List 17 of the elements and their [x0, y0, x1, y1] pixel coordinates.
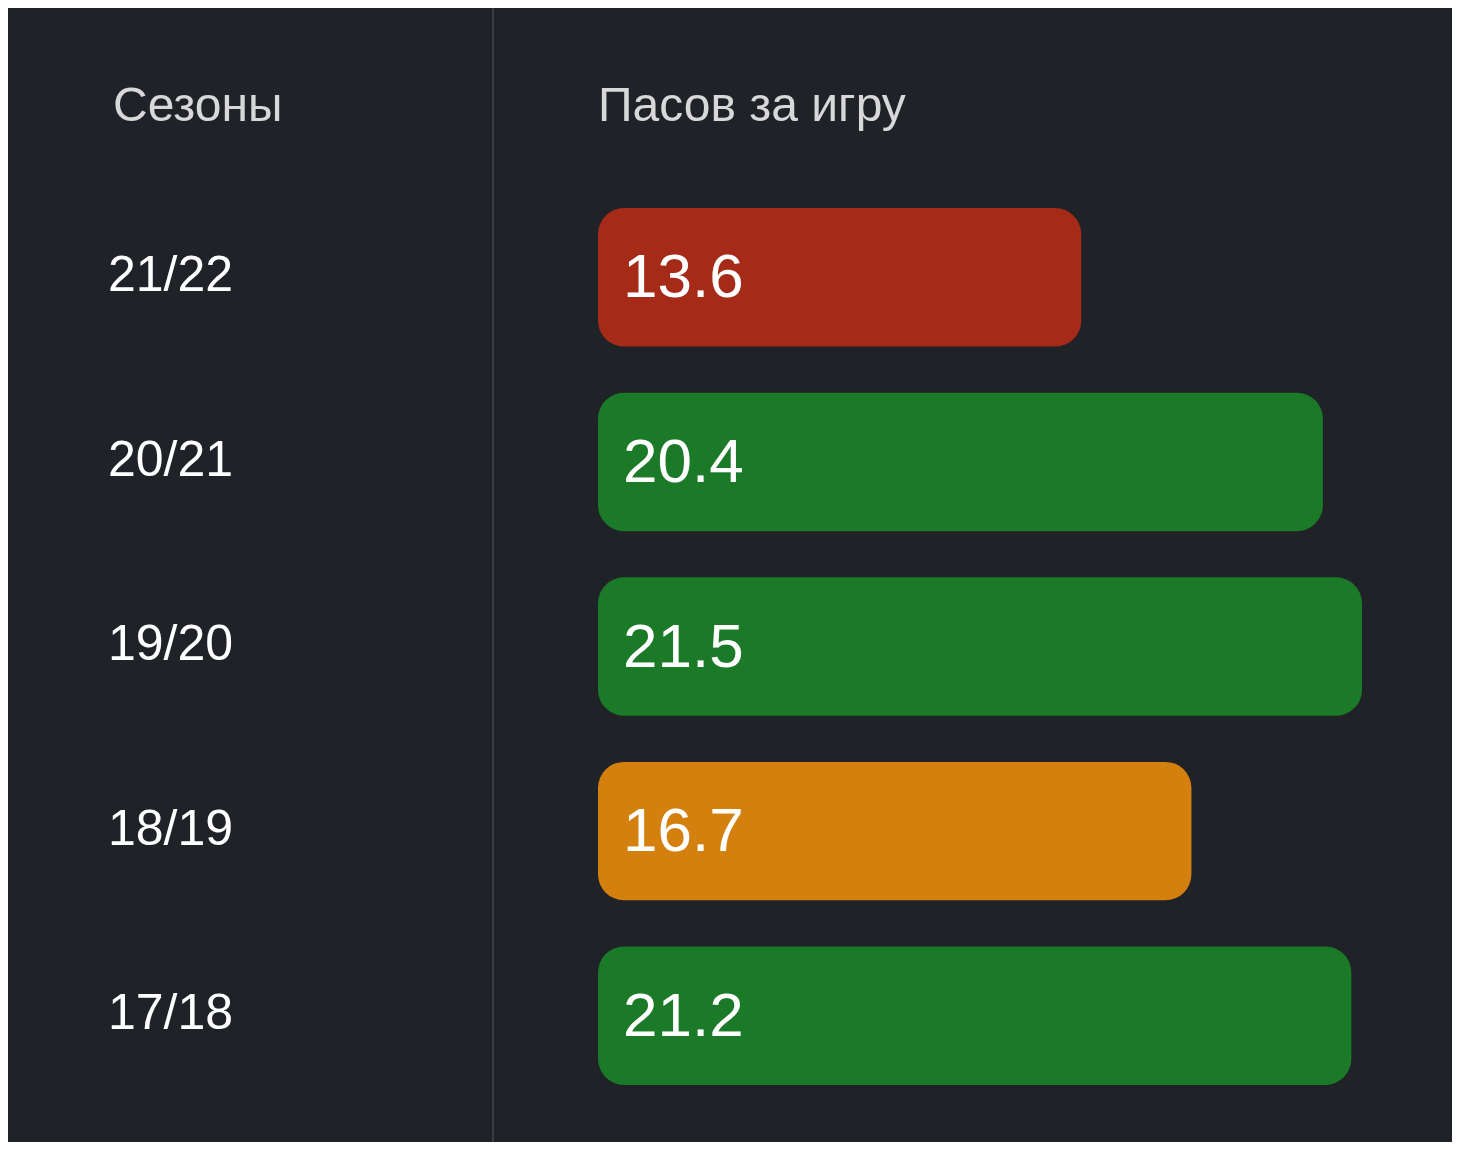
data-label: 16.7 [623, 795, 744, 865]
bar [598, 946, 1352, 1085]
bar [598, 208, 1082, 347]
y-axis-title: Сезоны [113, 78, 283, 132]
y-tick-label: 20/21 [108, 430, 234, 487]
bar [598, 392, 1323, 532]
bar [598, 577, 1362, 716]
data-label: 13.6 [623, 241, 744, 311]
data-label: 20.4 [623, 425, 744, 495]
x-axis-title: Пасов за игру [598, 78, 906, 132]
y-tick-label: 17/18 [108, 984, 234, 1041]
bar [598, 761, 1192, 901]
y-tick-label: 18/19 [108, 799, 234, 856]
y-tick-label: 19/20 [108, 615, 234, 672]
y-tick-label: 21/22 [108, 246, 234, 303]
data-label: 21.5 [623, 610, 744, 680]
data-label: 21.2 [623, 979, 744, 1049]
